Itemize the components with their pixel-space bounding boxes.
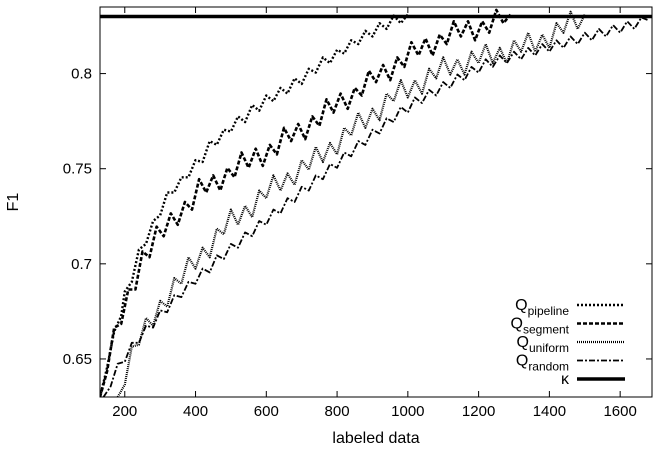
x-tick-label: 800 <box>325 403 350 420</box>
series-line-segment <box>100 8 512 397</box>
y-tick-label: 0.75 <box>63 161 92 178</box>
legend-label-kappa: κ <box>561 371 570 388</box>
x-tick-label: 1200 <box>462 403 495 420</box>
x-tick-label: 1600 <box>603 403 636 420</box>
x-tick-label: 600 <box>254 403 279 420</box>
x-axis-label: labeled data <box>332 430 419 447</box>
series-line-random <box>102 16 649 397</box>
x-tick-label: 400 <box>183 403 208 420</box>
series-line-pipeline <box>100 13 409 397</box>
y-axis-label: F1 <box>5 193 22 212</box>
plot-frame <box>99 6 653 398</box>
x-tick-label: 1000 <box>391 403 424 420</box>
y-tick-label: 0.7 <box>71 256 92 273</box>
legend-label-uniform: Quniform <box>517 334 569 355</box>
legend-label-segment: Qsegment <box>511 316 570 337</box>
axis-ticks: 200 400 600 800 1000 1200 1400 1600 0.65 0.7 0.75 0… <box>63 7 652 420</box>
x-tick-label: 200 <box>112 403 137 420</box>
y-tick-label: 0.65 <box>63 351 92 368</box>
series-layer <box>100 8 652 397</box>
legend-label-random: Qrandom <box>516 353 569 374</box>
y-tick-label: 0.8 <box>71 66 92 83</box>
legend-label-pipeline: Qpipeline <box>515 297 569 318</box>
series-line-uniform <box>116 10 586 397</box>
x-tick-label: 1400 <box>533 403 566 420</box>
